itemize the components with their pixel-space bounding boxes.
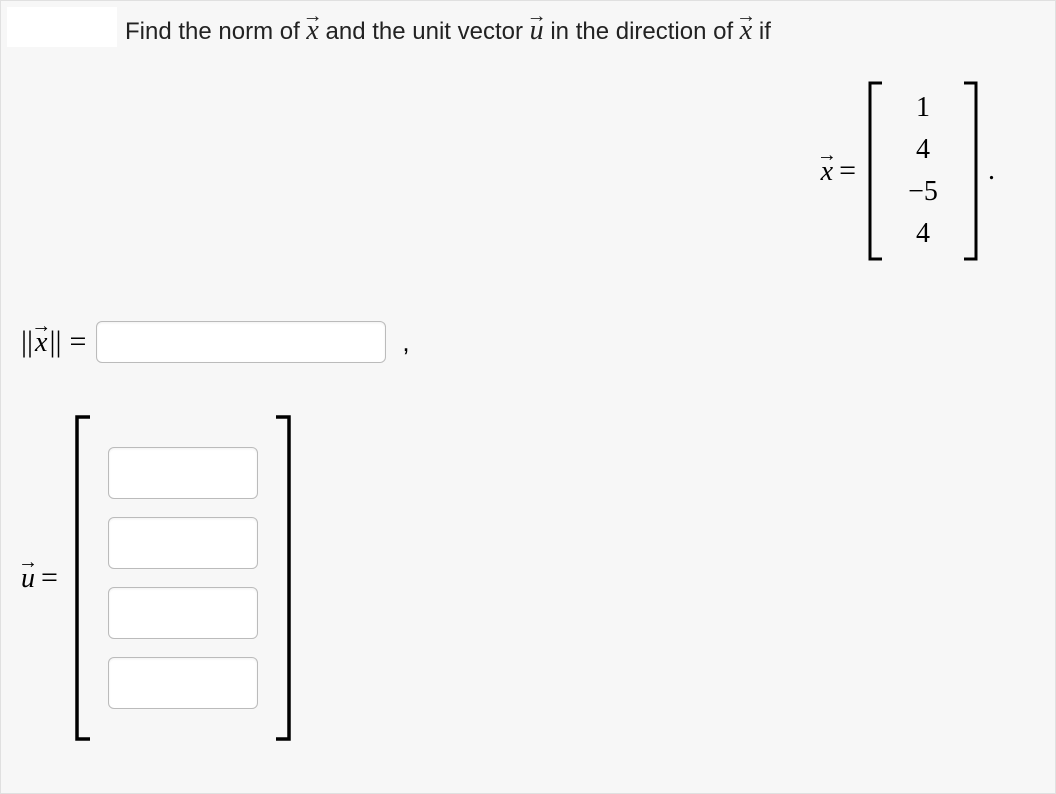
u-entry-input-3[interactable] <box>108 657 258 709</box>
vector-x-symbol-eq: → x <box>821 154 833 188</box>
vector-entry: −5 <box>898 171 948 213</box>
x-equals-label: → x = <box>821 154 856 188</box>
right-bracket-icon <box>272 413 294 743</box>
equals-sign-u: = <box>41 561 58 595</box>
vector-entry: 1 <box>898 87 948 129</box>
x-vector-entries: 1 4 −5 4 <box>884 81 962 261</box>
u-vector-input-wrap <box>72 413 294 743</box>
u-entry-input-1[interactable] <box>108 517 258 569</box>
arrow-icon: → <box>303 3 323 29</box>
equals-sign-norm: = <box>69 325 86 359</box>
arrow-icon: → <box>31 315 51 338</box>
u-entry-input-0[interactable] <box>108 447 258 499</box>
norm-input[interactable] <box>96 321 386 363</box>
question-prefix: Find the norm of <box>125 18 306 45</box>
vector-entry: 4 <box>898 213 948 255</box>
u-label: → u = <box>21 561 58 595</box>
norm-label: || → x || = <box>21 325 86 359</box>
vector-entry: 4 <box>898 129 948 171</box>
norm-answer-row: || → x || = , <box>21 321 410 363</box>
equals-sign: = <box>839 154 856 188</box>
u-entry-input-2[interactable] <box>108 587 258 639</box>
x-vector-equation: → x = 1 4 −5 4 . <box>821 81 995 261</box>
comma: , <box>402 327 409 358</box>
question-header: Find the norm of → x and the unit vector… <box>1 1 1055 49</box>
question-suffix: if <box>759 18 771 45</box>
arrow-icon: → <box>817 144 837 167</box>
question-text: Find the norm of → x and the unit vector… <box>117 1 771 49</box>
vector-x-norm: → x <box>35 325 47 359</box>
question-mid1: and the unit vector <box>326 18 530 45</box>
answer-area: || → x || = , → u = <box>21 321 410 743</box>
arrow-icon: → <box>736 3 756 29</box>
question-page: Find the norm of → x and the unit vector… <box>0 0 1056 794</box>
arrow-icon: → <box>527 3 547 29</box>
arrow-icon: → <box>18 551 38 574</box>
u-vector-inputs <box>94 427 272 729</box>
vector-u-symbol: → u <box>530 13 544 49</box>
period: . <box>988 155 995 187</box>
vector-u-ans: → u <box>21 561 35 595</box>
norm-close: || <box>49 325 61 359</box>
points-box <box>7 7 117 47</box>
left-bracket-icon <box>72 413 94 743</box>
right-bracket-icon <box>962 81 980 261</box>
question-mid2: in the direction of <box>550 18 739 45</box>
vector-x-symbol-2: → x <box>740 13 752 49</box>
u-answer-row: → u = <box>21 413 410 743</box>
left-bracket-icon <box>866 81 884 261</box>
vector-x-symbol: → x <box>306 13 318 49</box>
